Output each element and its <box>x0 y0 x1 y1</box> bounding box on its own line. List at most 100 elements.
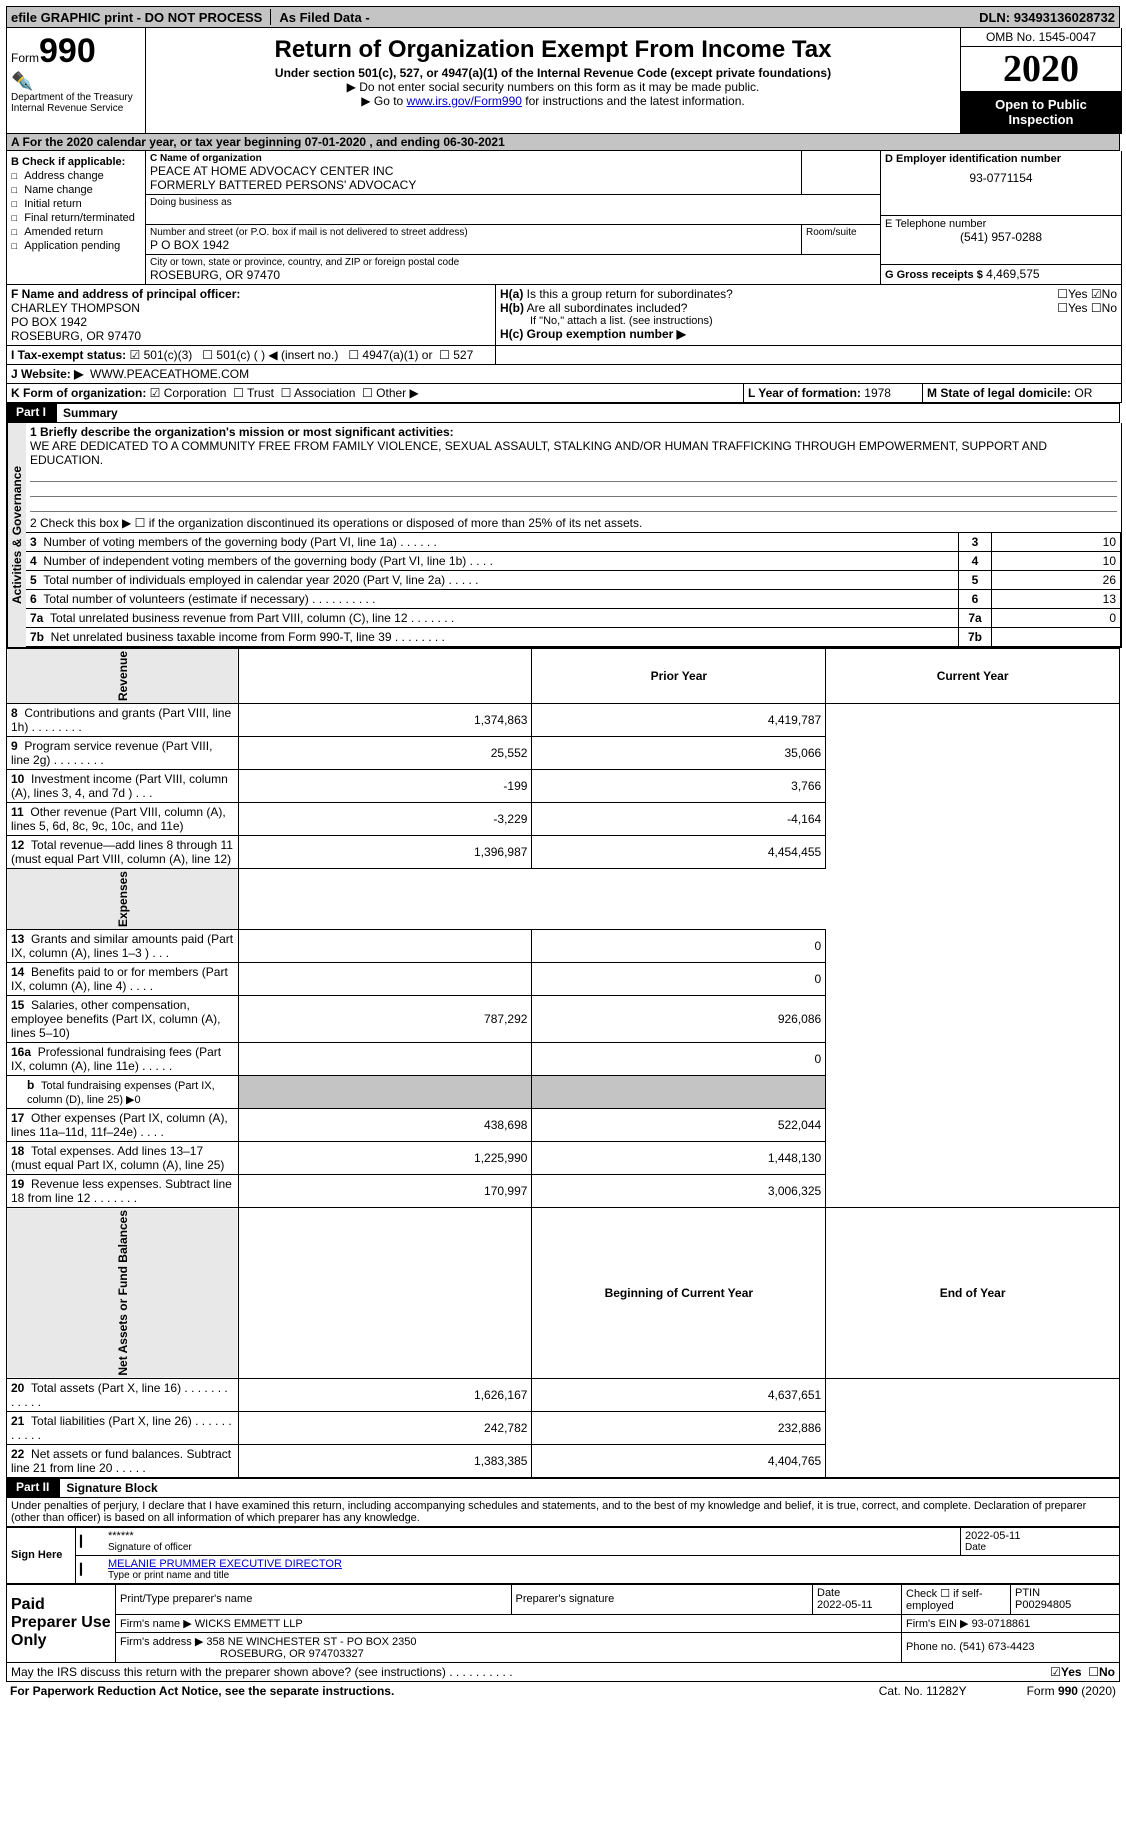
prior-year-hdr: Prior Year <box>532 649 826 704</box>
table-row: 15 Salaries, other compensation, employe… <box>7 996 1120 1043</box>
table-row: 9 Program service revenue (Part VIII, li… <box>7 737 1120 770</box>
mission-text: WE ARE DEDICATED TO A COMMUNITY FREE FRO… <box>30 439 1117 467</box>
top-bar: efile GRAPHIC print - DO NOT PROCESS As … <box>6 6 1120 28</box>
table-row: 21 Total liabilities (Part X, line 26) .… <box>7 1411 1120 1444</box>
ein-box: D Employer identification number 93-0771… <box>881 151 1121 216</box>
irs-link[interactable]: www.irs.gov/Form990 <box>407 94 522 108</box>
discuss-no[interactable]: ☐No <box>1088 1665 1115 1679</box>
form-header: Form990 ✒️ Department of the Treasury In… <box>6 28 1122 134</box>
exp-label: Expenses <box>7 869 239 930</box>
begin-hdr: Beginning of Current Year <box>532 1208 826 1379</box>
table-row: 17 Other expenses (Part IX, column (A), … <box>7 1109 1120 1142</box>
header-sub3: ▶ Go to www.irs.gov/Form990 for instruct… <box>152 94 954 108</box>
table-row: 10 Investment income (Part VIII, column … <box>7 770 1120 803</box>
line-i: I Tax-exempt status: ☑ 501(c)(3) ☐ 501(c… <box>7 346 496 364</box>
dba-spacer <box>802 151 880 195</box>
officer-name[interactable]: MELANIE PRUMMER EXECUTIVE DIRECTOR <box>108 1558 342 1570</box>
opt-3[interactable]: ☐ Final return/terminated <box>11 211 141 224</box>
part-ii-bar: Part II Signature Block <box>6 1478 1120 1498</box>
section-gov: Activities & Governance 1 Briefly descri… <box>6 423 1122 648</box>
footer-row: For Paperwork Reduction Act Notice, see … <box>6 1682 1120 1700</box>
tax-year: 2020 <box>961 47 1121 91</box>
gov-label: Activities & Governance <box>7 423 26 647</box>
header-right: OMB No. 1545-0047 2020 Open to Public In… <box>960 28 1121 133</box>
gross-box: G Gross receipts $ 4,469,575 <box>881 265 1121 283</box>
k-trust[interactable]: ☐ Trust <box>233 386 274 400</box>
table-row: 11 Other revenue (Part VIII, column (A),… <box>7 803 1120 836</box>
sign-here-label: Sign Here <box>7 1527 76 1583</box>
officer-box: F Name and address of principal officer:… <box>7 285 496 345</box>
open-to-public: Open to Public Inspection <box>961 91 1121 133</box>
header-left: Form990 ✒️ Department of the Treasury In… <box>7 28 146 133</box>
col-deg: D Employer identification number 93-0771… <box>880 151 1121 284</box>
k-other[interactable]: ☐ Other ▶ <box>362 386 419 400</box>
ha-yes[interactable]: ☐Yes <box>1057 287 1087 301</box>
line-m: M State of legal domicile: OR <box>923 384 1121 402</box>
i-501c[interactable]: ☐ 501(c) ( ) ◀ (insert no.) <box>202 348 338 362</box>
efile-label: efile GRAPHIC print - DO NOT PROCESS <box>11 10 262 25</box>
opt-4[interactable]: ☐ Amended return <box>11 225 141 238</box>
opt-1[interactable]: ☐ Name change <box>11 183 141 196</box>
asfiled-label: As Filed Data - <box>279 10 369 25</box>
table-row: 14 Benefits paid to or for members (Part… <box>7 963 1120 996</box>
i-527[interactable]: ☐ 527 <box>439 348 473 362</box>
current-year-hdr: Current Year <box>826 649 1120 704</box>
table-row: 3 Number of voting members of the govern… <box>26 533 1121 552</box>
org-name-1: PEACE AT HOME ADVOCACY CENTER INC <box>150 164 797 178</box>
table-row: 20 Total assets (Part X, line 16) . . . … <box>7 1378 1120 1411</box>
dba-box: Doing business as <box>146 195 880 225</box>
hc-row <box>496 346 1121 364</box>
col-c: C Name of organization PEACE AT HOME ADV… <box>146 151 880 284</box>
part-i-bar: Part I Summary <box>6 403 1120 423</box>
net-label: Net Assets or Fund Balances <box>7 1208 239 1379</box>
financial-table: Revenue Prior Year Current Year 8 Contri… <box>6 648 1120 1478</box>
addr-box: Number and street (or P.O. box if mail i… <box>146 225 802 254</box>
opt-0[interactable]: ☐ Address change <box>11 169 141 182</box>
sign-here-table: Sign Here ▎ ****** Signature of officer … <box>6 1527 1120 1584</box>
opt-2[interactable]: ☐ Initial return <box>11 197 141 210</box>
k-corp[interactable]: ☑ Corporation <box>150 386 227 400</box>
section-fh-ijklm: F Name and address of principal officer:… <box>6 285 1122 403</box>
omb: OMB No. 1545-0047 <box>961 28 1121 47</box>
opt-5[interactable]: ☐ Application pending <box>11 239 141 252</box>
table-row: 22 Net assets or fund balances. Subtract… <box>7 1444 1120 1477</box>
h-box: H(a) Is this a group return for subordin… <box>496 285 1121 345</box>
table-row: 7b Net unrelated business taxable income… <box>26 628 1121 647</box>
table-row: 7a Total unrelated business revenue from… <box>26 609 1121 628</box>
section-bcd: B Check if applicable: ☐ Address change … <box>6 151 1122 285</box>
website: WWW.PEACEATHOME.COM <box>90 367 249 381</box>
line-k: K Form of organization: ☑ Corporation ☐ … <box>7 384 744 402</box>
dept-text: Department of the Treasury Internal Reve… <box>11 92 141 114</box>
table-row: 13 Grants and similar amounts paid (Part… <box>7 930 1120 963</box>
divider <box>270 9 271 25</box>
colb-heading: B Check if applicable: <box>11 156 141 168</box>
dln: DLN: 93493136028732 <box>979 10 1115 25</box>
hb-no[interactable]: ☐No <box>1091 301 1117 315</box>
hb-yes[interactable]: ☐Yes <box>1057 301 1087 315</box>
end-hdr: End of Year <box>826 1208 1120 1379</box>
org-name-box: C Name of organization PEACE AT HOME ADV… <box>146 151 802 195</box>
table-row: 18 Total expenses. Add lines 13–17 (must… <box>7 1142 1120 1175</box>
gov-table: 3 Number of voting members of the govern… <box>26 532 1121 647</box>
table-row: 6 Total number of volunteers (estimate i… <box>26 590 1121 609</box>
table-row: 8 Contributions and grants (Part VIII, l… <box>7 704 1120 737</box>
line-2: 2 Check this box ▶ ☐ if the organization… <box>26 514 1121 532</box>
perjury-text: Under penalties of perjury, I declare th… <box>6 1498 1120 1527</box>
preparer-table: Paid Preparer Use Only Print/Type prepar… <box>6 1584 1120 1663</box>
mission-block: 1 Briefly describe the organization's mi… <box>26 423 1121 514</box>
preparer-label: Paid Preparer Use Only <box>7 1584 116 1662</box>
ha-no[interactable]: ☑No <box>1091 287 1117 301</box>
i-501c3[interactable]: ☑ 501(c)(3) <box>130 348 193 362</box>
header-sub2: ▶ Do not enter social security numbers o… <box>152 80 954 94</box>
phone-box: E Telephone number (541) 957-0288 <box>881 216 1121 265</box>
i-4947[interactable]: ☐ 4947(a)(1) or <box>348 348 432 362</box>
header-mid: Return of Organization Exempt From Incom… <box>146 28 960 133</box>
table-row: 12 Total revenue—add lines 8 through 11 … <box>7 836 1120 869</box>
discuss-yes[interactable]: ☑Yes <box>1050 1665 1081 1679</box>
table-row: 19 Revenue less expenses. Subtract line … <box>7 1175 1120 1208</box>
header-sub1: Under section 501(c), 527, or 4947(a)(1)… <box>152 66 954 80</box>
city-box: City or town, state or province, country… <box>146 255 880 284</box>
table-row: b Total fundraising expenses (Part IX, c… <box>7 1076 1120 1109</box>
k-assoc[interactable]: ☐ Association <box>281 386 356 400</box>
room-box: Room/suite <box>802 225 880 254</box>
